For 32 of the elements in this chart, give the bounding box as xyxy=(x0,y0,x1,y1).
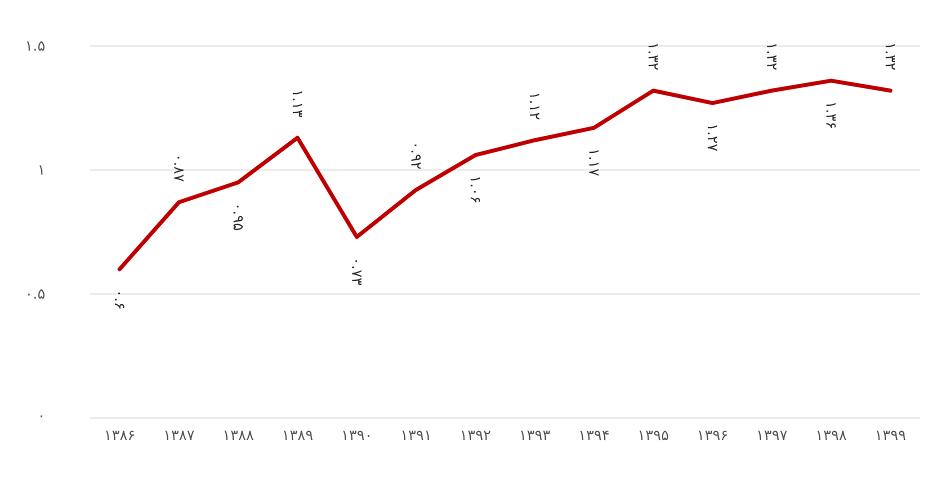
data-label: ۱.۱۳ xyxy=(292,91,302,118)
data-label: ۱.۱۲ xyxy=(530,94,540,120)
data-label: ۱.۳۲ xyxy=(648,44,658,70)
data-label: ۰.۶ xyxy=(114,292,124,308)
data-label: ۰.۹۲ xyxy=(411,144,421,169)
x-tick-label: ۱۳۹۵ xyxy=(640,430,668,440)
x-tick-label: ۱۳۸۸ xyxy=(224,430,254,440)
x-tick-label: ۱۳۸۶ xyxy=(106,430,134,440)
x-tick-label: ۱۳۹۸ xyxy=(817,430,846,440)
y-tick-label: ۱.۵ xyxy=(26,41,45,51)
x-tick-label: ۱۳۹۳ xyxy=(520,430,550,440)
x-tick-label: ۱۳۹۹ xyxy=(876,430,906,440)
y-tick-label: ۰ xyxy=(40,415,42,418)
x-tick-label: ۱۳۹۱ xyxy=(402,430,429,440)
x-tick-label: ۱۳۹۶ xyxy=(698,430,727,440)
data-label: ۰.۸۷ xyxy=(174,156,184,182)
x-tick-label: ۱۳۸۹ xyxy=(284,430,313,440)
x-tick-label: ۱۳۹۰ xyxy=(343,430,370,440)
data-label: ۱.۲۷ xyxy=(708,125,718,152)
y-tick-label: ۰.۵ xyxy=(28,289,45,299)
data-label: ۱.۰۶ xyxy=(470,177,480,202)
y-tick-label: ۱ xyxy=(39,165,42,175)
data-label: ۱.۳۶ xyxy=(826,102,836,128)
x-tick-label: ۱۳۸۷ xyxy=(165,430,194,440)
data-label: ۱.۳۲ xyxy=(886,44,895,70)
data-label: ۱.۳۲ xyxy=(767,44,776,70)
x-tick-label: ۱۳۹۷ xyxy=(758,430,788,440)
x-tick-label: ۱۳۹۴ xyxy=(580,430,609,440)
data-label: ۰.۷۳ xyxy=(352,260,362,285)
x-tick-label: ۱۳۹۲ xyxy=(462,430,490,440)
data-label: ۱.۱۷ xyxy=(589,150,599,176)
data-label: ۰.۹۵ xyxy=(233,206,243,230)
